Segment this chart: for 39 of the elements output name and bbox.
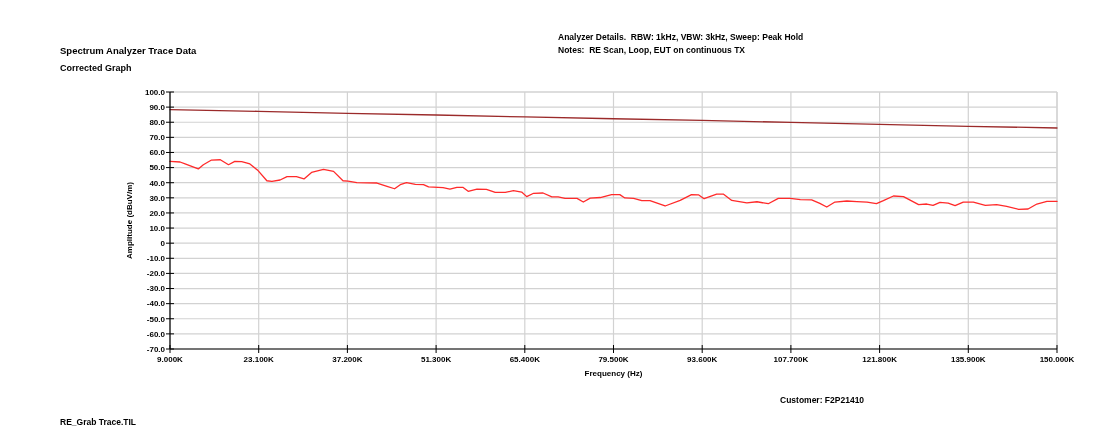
y-tick-label: -50.0 <box>146 314 166 324</box>
x-tick-label: 79.500K <box>598 355 629 364</box>
y-tick-label: -40.0 <box>146 299 166 309</box>
y-tick-label: 60.0 <box>149 148 166 158</box>
x-tick-label: 150.000K <box>1039 355 1075 364</box>
x-tick-label: 9.000K <box>157 355 184 364</box>
y-tick-label: 10.0 <box>149 223 166 233</box>
x-tick-label: 37.200K <box>332 355 363 364</box>
y-tick-label: 100.0 <box>144 87 166 97</box>
x-tick-label: 107.700K <box>773 355 809 364</box>
y-tick-label: 80.0 <box>149 118 166 128</box>
y-tick-label: -20.0 <box>146 269 166 279</box>
y-tick-label: 90.0 <box>149 102 166 112</box>
text: RE_Grab Trace.TIL <box>60 417 137 427</box>
y-tick-label: 20.0 <box>149 208 166 218</box>
text: Analyzer Details. RBW: 1kHz, VBW: 3kHz, Sweep: Peak Hold <box>558 32 804 42</box>
x-tick-label: 23.100K <box>243 355 275 364</box>
y-tick-label: -70.0 <box>146 344 166 354</box>
text: Customer: F2P21410 <box>780 395 865 405</box>
y-tick-label: -60.0 <box>146 329 166 339</box>
y-tick-label: 30.0 <box>149 193 166 203</box>
x-axis-title: Frequency (Hz) <box>584 369 643 378</box>
y-tick-label: -30.0 <box>146 284 166 294</box>
line-series <box>169 159 1058 210</box>
chart-title: Spectrum Analyzer Trace Data <box>60 45 198 56</box>
x-tick-label: 121.800K <box>862 355 898 364</box>
y-tick-label: 50.0 <box>149 163 166 173</box>
x-tick-label: 93.600K <box>687 355 718 364</box>
y-tick-label: 0 <box>160 238 166 248</box>
x-tick-label: 65.400K <box>509 355 541 364</box>
y-axis-title: Amplitude (dBuV/m) <box>125 181 134 259</box>
x-tick-label: 135.900K <box>950 355 986 364</box>
x-tick-label: 51.300K <box>420 355 452 364</box>
text: Notes: RE Scan, Loop, EUT on continuous TX <box>558 45 746 55</box>
y-tick-label: 40.0 <box>149 178 166 188</box>
text: Corrected Graph <box>60 63 132 73</box>
y-tick-label: 70.0 <box>149 133 166 143</box>
line-series <box>169 109 1058 129</box>
y-tick-label: -10.0 <box>146 254 166 264</box>
